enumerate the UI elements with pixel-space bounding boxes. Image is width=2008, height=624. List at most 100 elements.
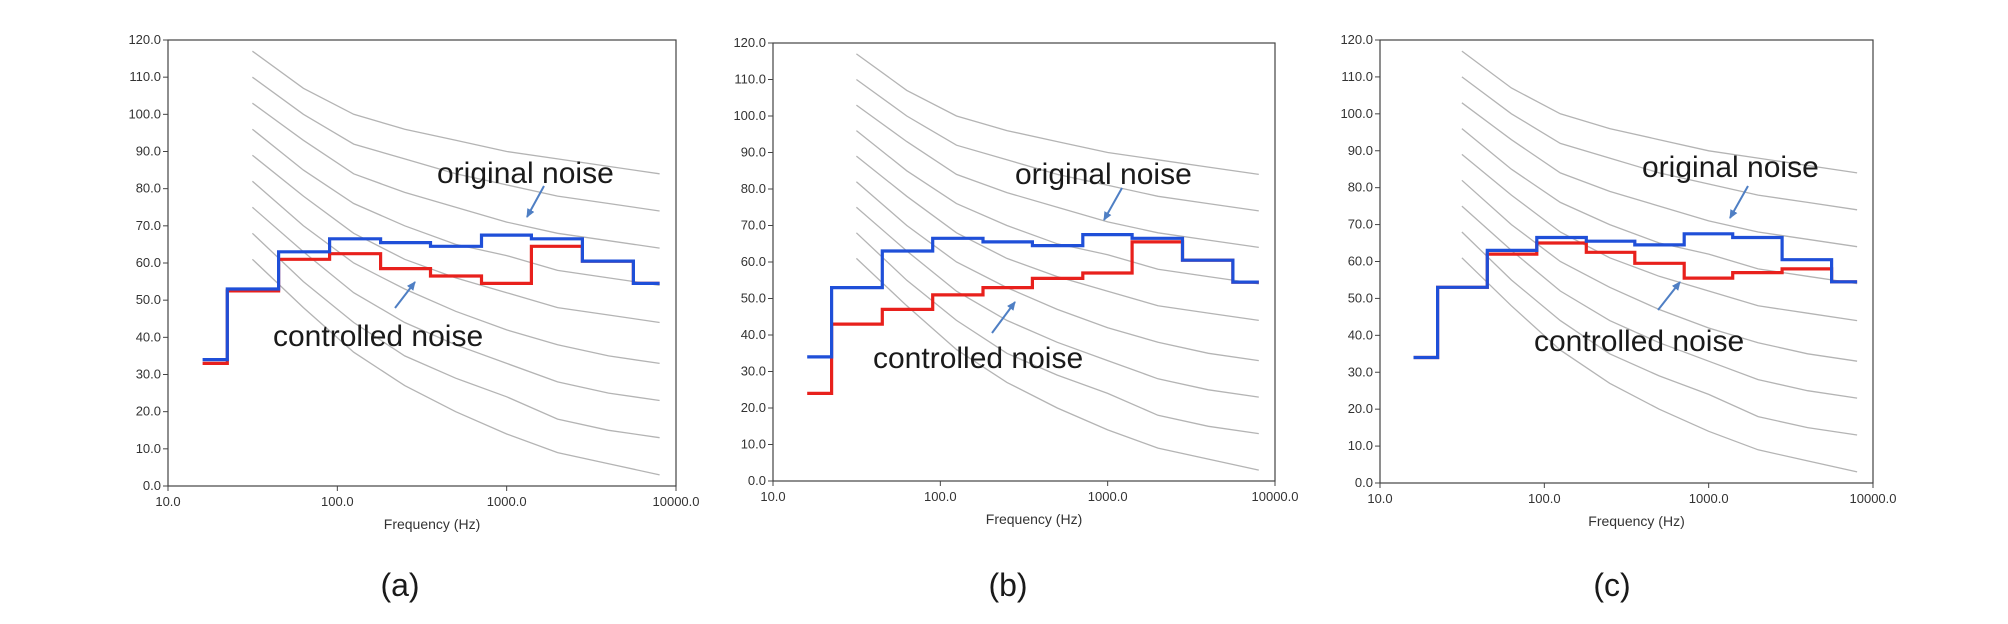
reference-curve-8 [1461,231,1858,436]
x-tick-label: 100.0 [924,489,957,504]
y-tick-label: 50.0 [136,292,161,307]
x-tick-label: 1000.0 [1088,489,1128,504]
y-tick-label: 60.0 [136,255,161,270]
reference-curve-6 [251,180,660,365]
y-tick-label: 10.0 [741,437,766,452]
y-tick-label: 40.0 [1348,327,1373,342]
chart-panel-1: 0.010.020.030.040.050.060.070.080.090.01… [128,32,699,603]
original-noise-arrow [526,185,545,218]
original-noise-annotation: original noise [437,157,614,190]
y-tick-label: 10.0 [1348,438,1373,453]
x-tick-label: 10000.0 [653,494,700,509]
reference-curves [855,53,1259,471]
panel-label: (c) [1593,567,1630,603]
y-tick-label: 120.0 [128,32,161,47]
y-tick-label: 120.0 [733,35,766,50]
y-tick-label: 0.0 [1355,475,1373,490]
y-tick-label: 110.0 [129,69,161,84]
x-tick-label: 10.0 [1367,491,1392,506]
reference-curve-9 [251,258,660,476]
y-tick-label: 80.0 [136,181,161,196]
y-tick-label: 10.0 [136,441,161,456]
original-noise-series-line [202,233,660,362]
reference-curve-5 [855,155,1259,322]
x-tick-label: 10000.0 [1850,491,1897,506]
reference-curves [251,50,660,476]
plot-area [772,42,1276,482]
chart-panel-2: 0.010.020.030.040.050.060.070.080.090.01… [733,35,1298,603]
y-tick-label: 90.0 [136,144,161,159]
original-noise-annotation: original noise [1015,158,1192,191]
x-axis-title: Frequency (Hz) [1588,513,1684,529]
controlled-noise-annotation: controlled noise [273,320,483,353]
reference-curve-1 [1461,50,1858,174]
reference-curve-2 [856,78,1259,212]
y-tick-label: 40.0 [136,329,161,344]
y-tick-label: 110.0 [734,72,766,87]
y-tick-label: 100.0 [1340,106,1373,121]
plot-area [167,39,677,487]
x-tick-label: 100.0 [321,494,354,509]
y-tick-label: 20.0 [136,404,161,419]
x-tick-label: 100.0 [1528,491,1561,506]
y-tick-label: 30.0 [1348,364,1373,379]
reference-curve-4 [1461,128,1858,285]
reference-curve-7 [1461,205,1858,399]
plot-area [1379,39,1874,484]
controlled-noise-annotation: controlled noise [873,342,1083,375]
reference-curve-8 [251,232,660,439]
y-tick-label: 100.0 [128,106,161,121]
original-noise-annotation: original noise [1642,151,1819,184]
reference-curve-3 [856,104,1259,249]
reference-curve-6 [855,181,1259,362]
x-tick-label: 10000.0 [1252,489,1299,504]
x-axis-title: Frequency (Hz) [384,516,480,532]
y-tick-label: 70.0 [136,218,161,233]
reference-curve-3 [252,102,660,249]
x-tick-label: 10.0 [155,494,180,509]
y-tick-label: 60.0 [741,254,766,269]
reference-curves [1461,50,1858,473]
chart-panel-3: 0.010.020.030.040.050.060.070.080.090.01… [1340,32,1896,603]
reference-curve-7 [855,206,1259,398]
y-tick-label: 50.0 [741,291,766,306]
x-tick-label: 1000.0 [1689,491,1729,506]
original-noise-arrow [1103,187,1123,221]
y-tick-label: 80.0 [1348,180,1373,195]
y-tick-label: 70.0 [1348,217,1373,232]
original-noise-series-line [807,233,1259,359]
y-tick-label: 20.0 [1348,401,1373,416]
reference-curve-9 [855,257,1259,471]
reference-curve-4 [855,130,1259,285]
y-tick-label: 20.0 [741,400,766,415]
reference-curve-4 [251,128,660,286]
y-tick-label: 90.0 [741,145,766,160]
x-axis-title: Frequency (Hz) [986,511,1082,527]
y-tick-label: 90.0 [1348,143,1373,158]
original-noise-series-line [1413,232,1858,360]
x-tick-label: 10.0 [760,489,785,504]
reference-curve-5 [1461,153,1858,322]
x-tick-label: 1000.0 [487,494,527,509]
y-tick-label: 80.0 [741,181,766,196]
reference-curve-1 [856,53,1259,176]
reference-curve-3 [1461,102,1858,248]
controlled-noise-arrow [394,281,416,309]
reference-curve-9 [1461,257,1858,473]
reference-curve-8 [855,232,1259,435]
reference-curve-2 [252,76,660,212]
y-tick-label: 30.0 [136,367,161,382]
controlled-noise-annotation: controlled noise [1534,325,1744,358]
y-tick-label: 60.0 [1348,254,1373,269]
y-tick-label: 0.0 [143,478,161,493]
y-tick-label: 70.0 [741,218,766,233]
y-tick-label: 120.0 [1340,32,1373,47]
y-tick-label: 0.0 [748,473,766,488]
controlled-noise-arrow [1657,281,1681,311]
reference-curve-1 [252,50,660,175]
y-tick-label: 110.0 [1341,69,1373,84]
y-tick-label: 40.0 [741,327,766,342]
controlled-noise-arrow [991,301,1016,334]
panel-label: (a) [380,567,419,603]
reference-curve-7 [251,206,660,402]
